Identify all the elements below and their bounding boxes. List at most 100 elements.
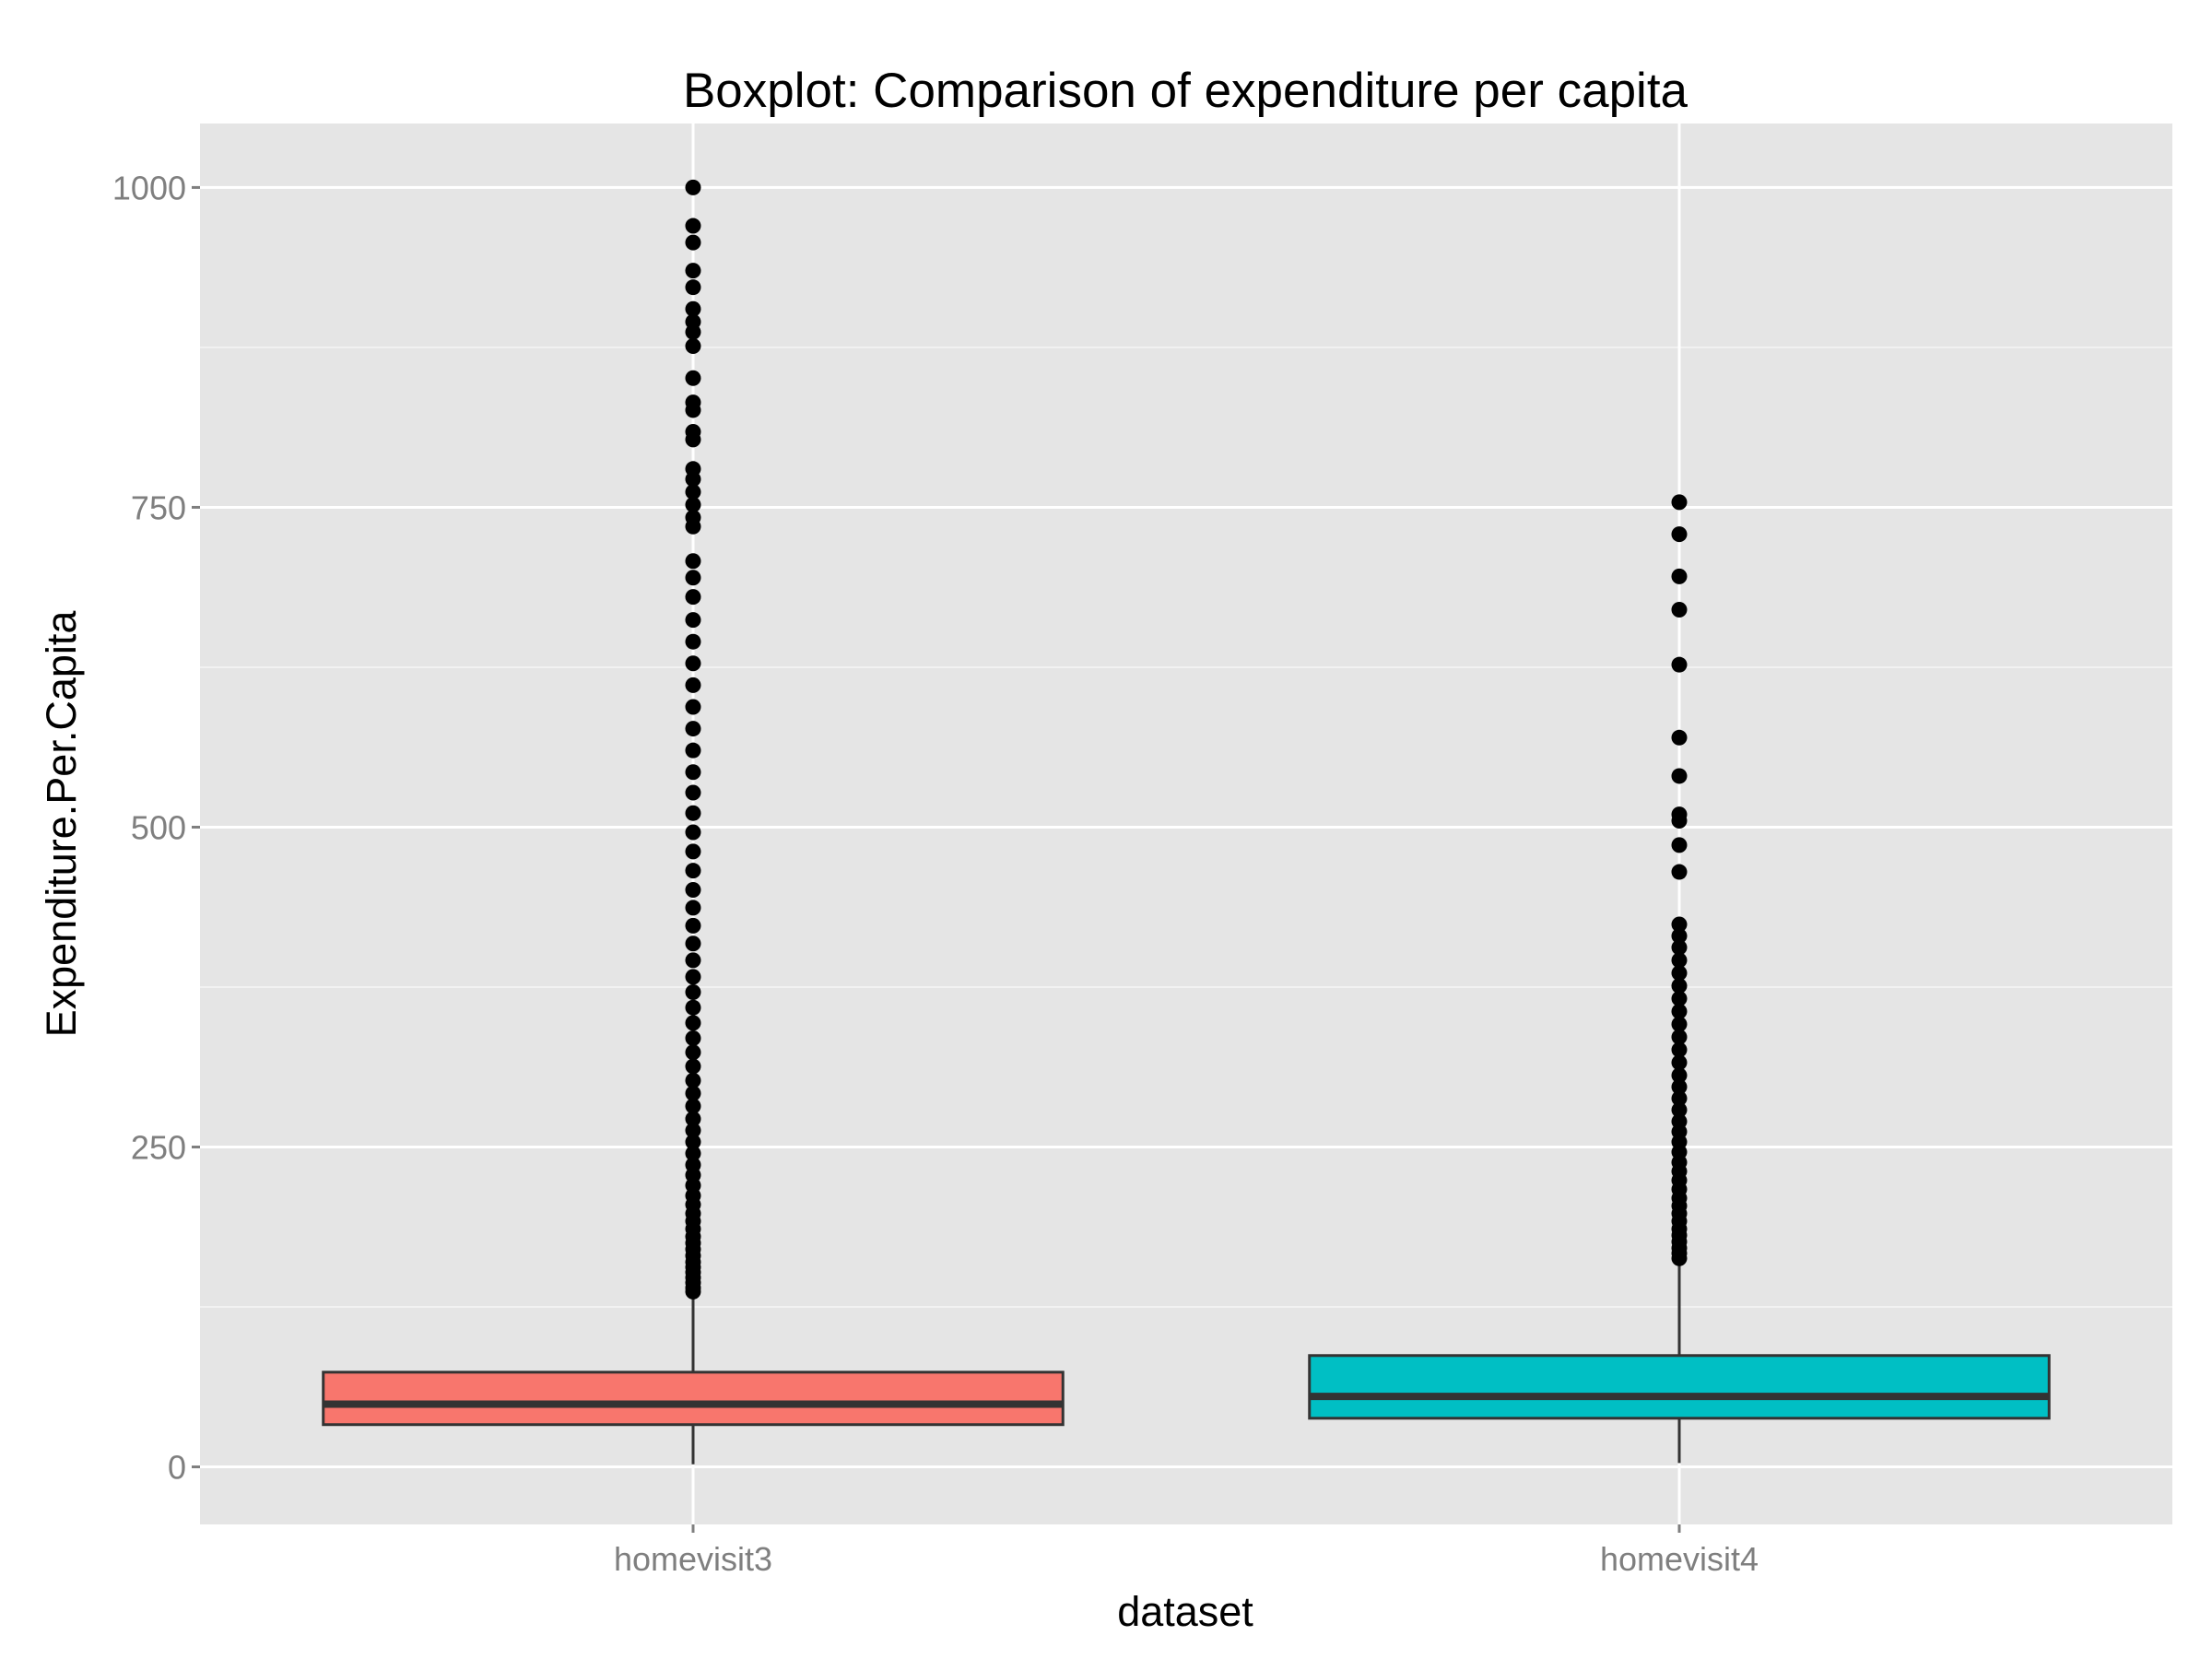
box-layer [322, 1262, 2051, 1465]
box-group-homevisit4 [1308, 1262, 2051, 1464]
outlier-point [685, 999, 701, 1016]
outlier-point [685, 1044, 701, 1061]
outlier-point [685, 969, 701, 985]
outlier-point [685, 218, 701, 234]
outlier-point [1671, 729, 1688, 746]
outlier-point [1671, 965, 1688, 982]
y-tick-label: 0 [168, 1449, 186, 1487]
outlier-point [1671, 927, 1688, 944]
chart-title: Boxplot: Comparison of expenditure per c… [683, 64, 1688, 118]
outlier-point [685, 824, 701, 841]
outlier-point [685, 263, 701, 279]
outlier-point [685, 338, 701, 355]
plot-panel [200, 124, 2172, 1524]
outlier-point [1671, 526, 1688, 543]
outlier-point [1671, 494, 1688, 511]
outlier-point [685, 881, 701, 898]
outlier-point [1671, 1090, 1688, 1107]
outlier-point [1671, 952, 1688, 969]
x-axis-ticks: homevisit3 homevisit4 [614, 1524, 1759, 1578]
outlier-point [685, 984, 701, 1001]
outlier-point [1671, 916, 1688, 933]
outlier-point [685, 484, 701, 500]
y-tick-label: 1000 [112, 169, 186, 206]
outlier-point [685, 742, 701, 759]
outlier-layer [685, 179, 1688, 1300]
outlier-point [1671, 656, 1688, 673]
outlier-point [685, 1122, 701, 1138]
y-tick-label: 500 [131, 808, 186, 846]
outlier-point [1671, 768, 1688, 784]
outlier-point [1671, 601, 1688, 618]
outlier-point [685, 394, 701, 411]
outlier-point [685, 1134, 701, 1150]
outlier-point [685, 843, 701, 860]
outlier-point [1671, 1016, 1688, 1032]
outlier-point [685, 1157, 701, 1173]
outlier-point [685, 461, 701, 477]
outlier-point [685, 1058, 701, 1075]
outlier-point [685, 935, 701, 952]
outlier-point [685, 279, 701, 296]
outlier-point [1671, 1029, 1688, 1045]
box-iqr [1308, 1354, 2051, 1420]
outlier-point [1671, 1003, 1688, 1019]
outlier-point [685, 699, 701, 715]
outlier-point [685, 952, 701, 969]
outlier-point [1671, 568, 1688, 584]
x-tick-label: homevisit4 [1600, 1540, 1759, 1578]
outlier-point [685, 917, 701, 934]
outlier-point [685, 179, 701, 195]
outlier-point [685, 1111, 701, 1127]
x-axis-title: dataset [1117, 1588, 1253, 1635]
x-tick-label: homevisit3 [614, 1540, 772, 1578]
outlier-point [685, 633, 701, 650]
outlier-point [685, 677, 701, 693]
outlier-point [685, 612, 701, 629]
outlier-point [1671, 1041, 1688, 1058]
y-tick-label: 750 [131, 488, 186, 526]
box-iqr [322, 1371, 1065, 1427]
outlier-point [685, 1085, 701, 1101]
outlier-point [685, 313, 701, 330]
outlier-point [1671, 1113, 1688, 1130]
outlier-point [1671, 978, 1688, 994]
outlier-point [685, 1098, 701, 1114]
box-group-homevisit3 [322, 1294, 1065, 1465]
outlier-point [1671, 806, 1688, 823]
outlier-point [685, 1015, 701, 1031]
outlier-point [685, 510, 701, 526]
outlier-point [685, 1072, 701, 1088]
y-axis-title: Expenditure.Per.Capita [38, 610, 85, 1038]
outlier-point [1671, 837, 1688, 853]
outlier-point [685, 721, 701, 737]
outlier-point [685, 863, 701, 879]
outlier-point [1671, 1067, 1688, 1084]
outlier-point [685, 1030, 701, 1047]
outlier-point [685, 764, 701, 781]
outlier-point [685, 655, 701, 672]
grid-minor [200, 346, 2172, 1309]
outlier-point [685, 553, 701, 570]
y-tick-label: 250 [131, 1129, 186, 1167]
outlier-point [685, 900, 701, 916]
outlier-point [685, 805, 701, 821]
y-axis-ticks: 0 250 500 750 1000 [112, 169, 200, 1487]
outlier-point [1671, 1078, 1688, 1095]
outlier-point [685, 497, 701, 513]
outlier-point [1671, 1101, 1688, 1118]
outlier-point [685, 589, 701, 606]
outlier-point [685, 300, 701, 317]
outlier-point [1671, 990, 1688, 1006]
outlier-point [685, 570, 701, 586]
outlier-point [685, 370, 701, 386]
outlier-point [685, 424, 701, 441]
outlier-point [685, 1145, 701, 1161]
outlier-point [1671, 1054, 1688, 1071]
outlier-point [1671, 939, 1688, 956]
outlier-point [1671, 864, 1688, 880]
outlier-point [685, 784, 701, 801]
outlier-point [685, 234, 701, 251]
